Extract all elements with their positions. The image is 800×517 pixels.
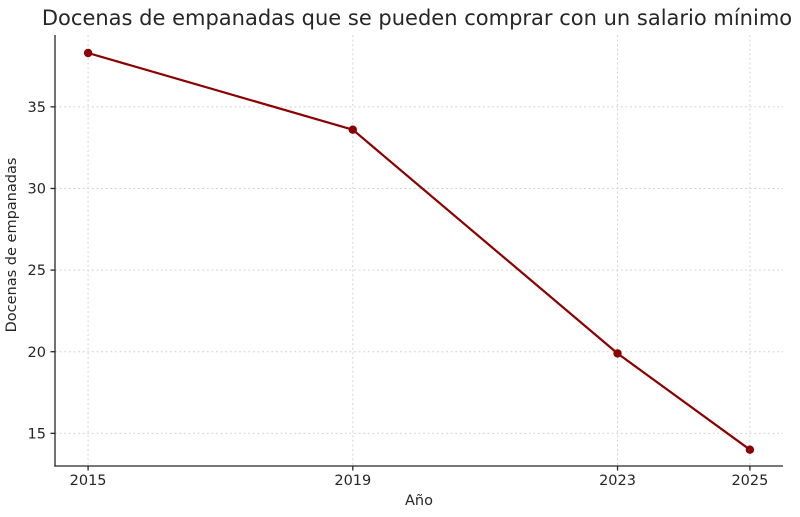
data-line-0 xyxy=(87,51,751,451)
y-tick-label-30: 30 xyxy=(28,182,46,198)
data-series xyxy=(83,48,755,454)
y-tick-label-25: 25 xyxy=(28,263,46,279)
y-tick-label-35: 35 xyxy=(28,100,46,116)
y-tick-label-20: 20 xyxy=(28,345,46,361)
x-tick-label-2023: 2023 xyxy=(599,473,636,489)
data-point-2023 xyxy=(613,349,622,358)
x-axis-label: Año xyxy=(405,493,433,509)
gridlines xyxy=(55,35,783,466)
chart-title: Docenas de empanadas que se pueden compr… xyxy=(42,6,792,30)
y-axis-label: Docenas de empanadas xyxy=(4,158,20,333)
data-point-2025 xyxy=(745,445,755,454)
x-tick-label-2025: 2025 xyxy=(731,473,768,489)
x-tick-label-2015: 2015 xyxy=(70,473,107,489)
data-point-2015 xyxy=(83,48,93,58)
x-tick-label-2019: 2019 xyxy=(334,473,371,489)
axes xyxy=(50,35,783,471)
data-point-2019 xyxy=(348,125,357,134)
y-tick-label-15: 15 xyxy=(28,426,46,442)
